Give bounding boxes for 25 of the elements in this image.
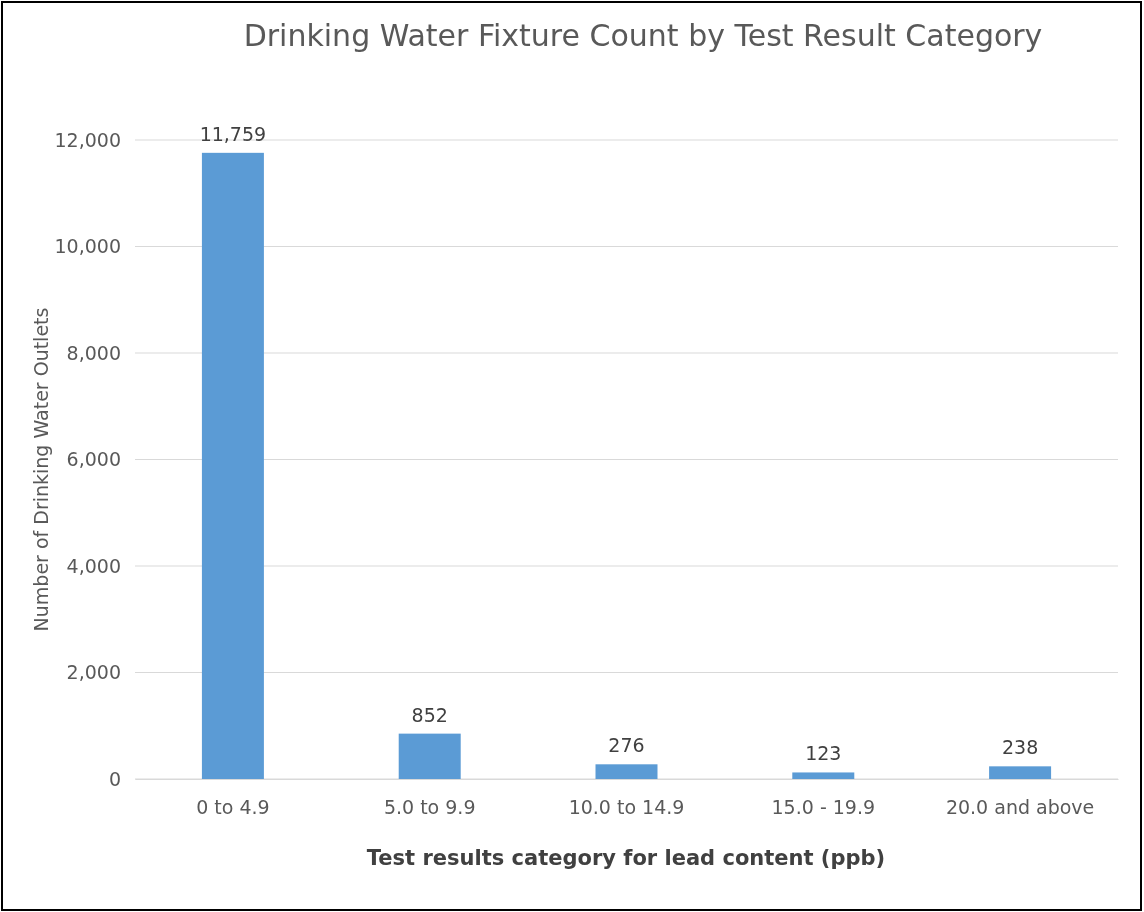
x-tick-label: 15.0 - 19.9 [771,796,876,819]
data-label: 11,759 [199,122,267,145]
bar [201,152,264,779]
data-label: 123 [805,742,842,765]
x-tick-label: 20.0 and above [945,796,1095,819]
bar [595,764,658,779]
x-tick-label: 5.0 to 9.9 [383,796,476,819]
chart-title: Drinking Water Fixture Count by Test Result Category [243,18,1043,53]
bar [398,733,461,779]
y-tick-label: 4,000 [66,554,121,577]
data-label: 852 [411,703,448,726]
bar [792,772,855,779]
bar [989,766,1052,779]
x-tick-label: 10.0 to 14.9 [568,796,685,819]
x-axis-title: Test results category for lead content (ppb) [366,846,886,870]
y-tick-label: 8,000 [66,341,121,364]
y-tick-label: 10,000 [54,235,121,258]
y-tick-label: 0 [108,767,121,790]
y-tick-label: 2,000 [66,661,121,684]
y-axis-title: Number of Drinking Water Outlets [30,307,52,632]
data-label: 276 [608,734,645,757]
y-tick-label: 12,000 [54,128,121,151]
y-tick-label: 6,000 [66,448,121,471]
data-label: 238 [1001,736,1039,759]
x-tick-label: 0 to 4.9 [196,796,270,819]
